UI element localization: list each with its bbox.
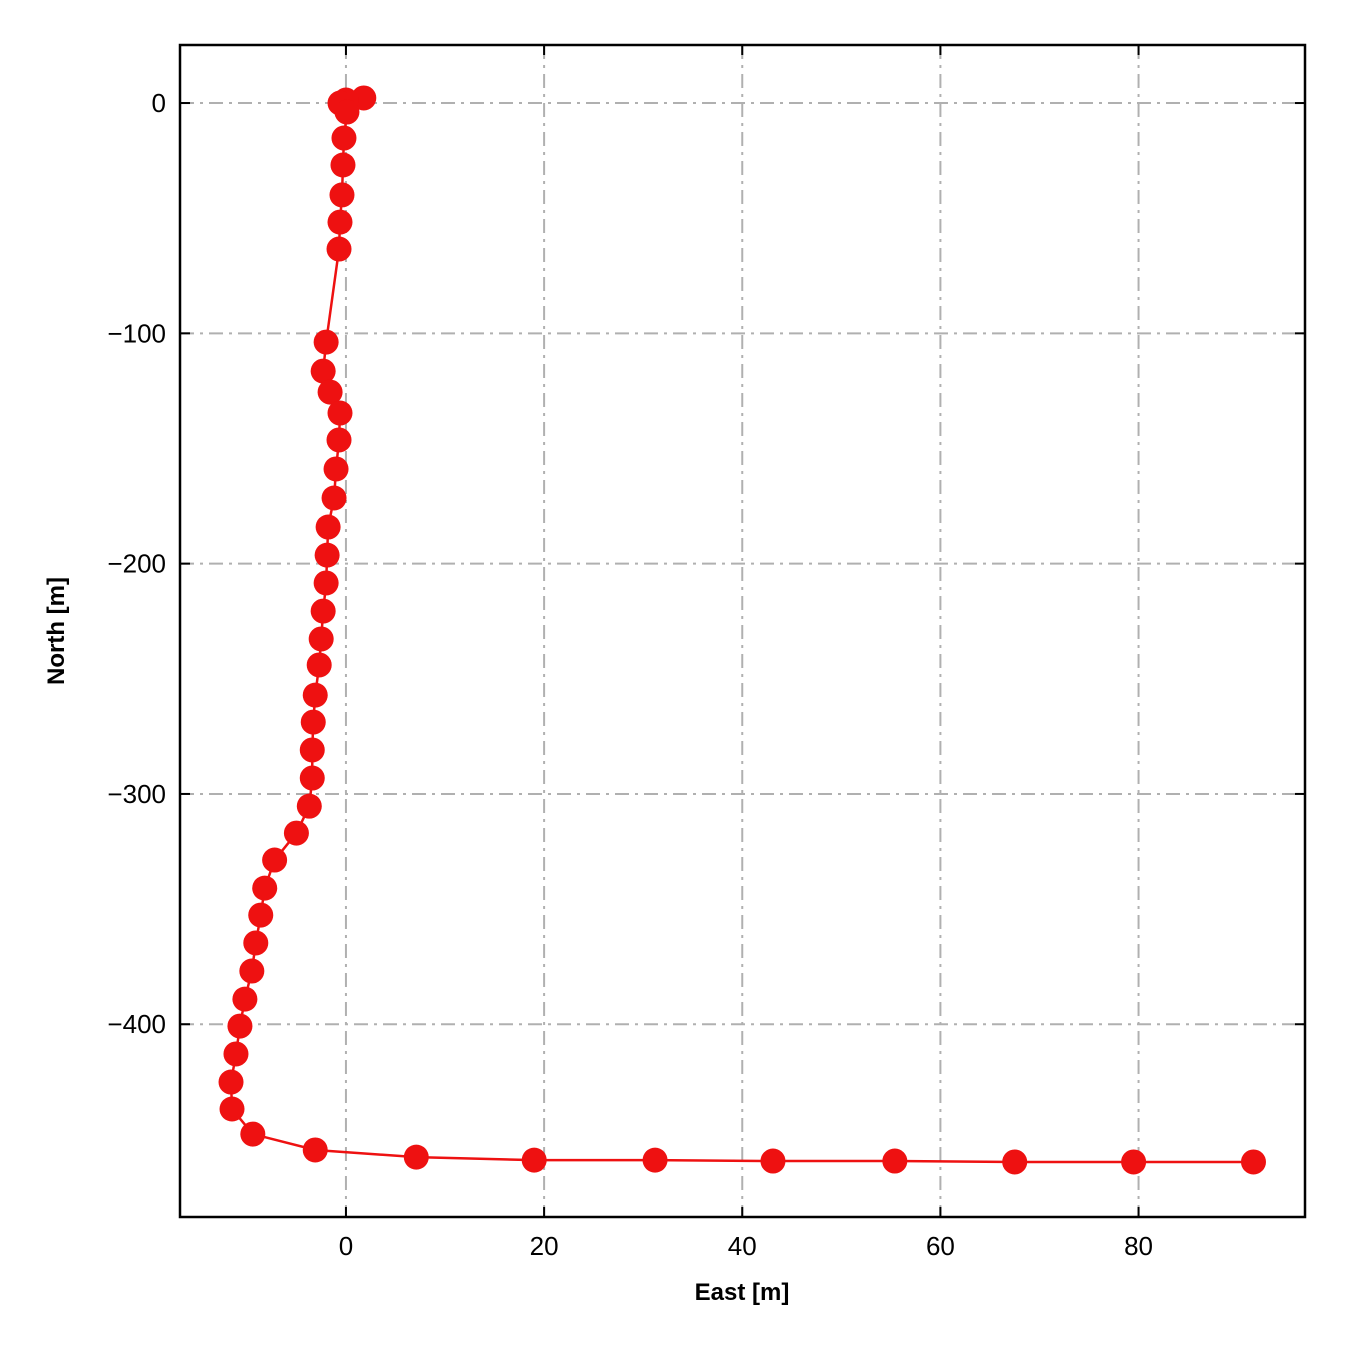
marker — [327, 400, 353, 426]
marker — [299, 737, 325, 763]
marker — [300, 709, 326, 735]
marker — [314, 542, 340, 568]
marker — [299, 765, 325, 791]
marker — [302, 1137, 328, 1163]
y-tick-label: −200 — [107, 549, 166, 579]
marker — [317, 379, 343, 405]
x-tick-label: 20 — [530, 1231, 559, 1261]
marker — [329, 182, 355, 208]
marker — [306, 652, 332, 678]
marker — [308, 626, 334, 652]
marker — [882, 1148, 908, 1174]
marker — [252, 875, 278, 901]
marker — [1121, 1149, 1147, 1175]
marker — [326, 236, 352, 262]
marker — [403, 1144, 429, 1170]
marker — [1002, 1149, 1028, 1175]
marker — [240, 1121, 266, 1147]
marker — [313, 329, 339, 355]
marker — [331, 125, 357, 151]
marker — [1240, 1149, 1266, 1175]
marker — [232, 986, 258, 1012]
marker — [248, 902, 274, 928]
marker — [330, 152, 356, 178]
x-tick-label: 40 — [728, 1231, 757, 1261]
marker — [321, 485, 347, 511]
marker — [218, 1069, 244, 1095]
marker — [521, 1147, 547, 1173]
marker — [642, 1147, 668, 1173]
x-tick-label: 60 — [926, 1231, 955, 1261]
y-tick-label: −300 — [107, 779, 166, 809]
marker — [243, 930, 269, 956]
marker — [302, 682, 328, 708]
marker — [223, 1041, 249, 1067]
marker — [310, 358, 336, 384]
y-tick-label: −100 — [107, 318, 166, 348]
y-tick-label: −400 — [107, 1009, 166, 1039]
marker — [327, 209, 353, 235]
marker — [239, 958, 265, 984]
x-tick-label: 0 — [339, 1231, 353, 1261]
marker — [326, 427, 352, 453]
marker — [219, 1096, 245, 1122]
marker — [760, 1148, 786, 1174]
marker — [313, 570, 339, 596]
marker — [283, 820, 309, 846]
marker — [296, 793, 322, 819]
marker — [323, 456, 349, 482]
marker — [310, 598, 336, 624]
marker — [227, 1013, 253, 1039]
marker — [262, 847, 288, 873]
plot-frame — [178, 43, 1307, 1219]
y-axis-label: North [m] — [43, 577, 70, 685]
y-tick-label: 0 — [152, 88, 166, 118]
marker — [315, 514, 341, 540]
x-tick-label: 80 — [1124, 1231, 1153, 1261]
marker — [334, 99, 360, 125]
x-axis-label: East [m] — [695, 1279, 790, 1306]
